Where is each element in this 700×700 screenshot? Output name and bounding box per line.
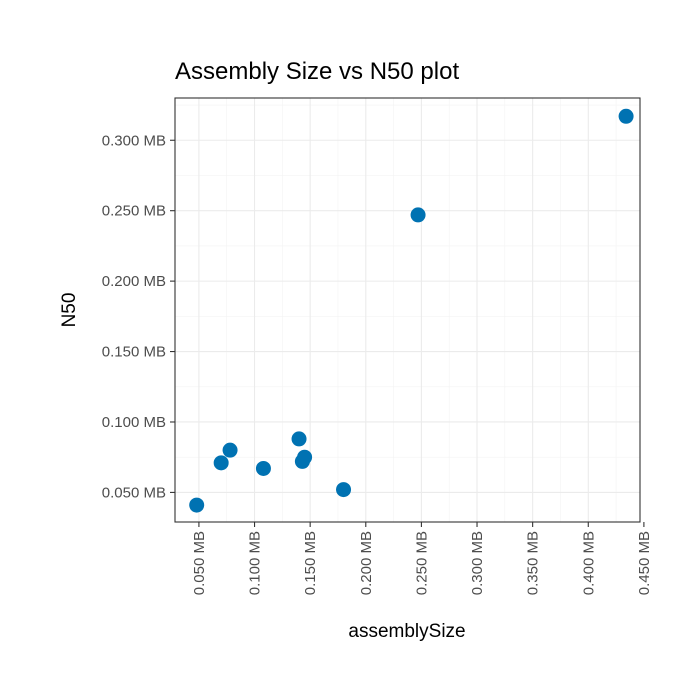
x-tick-label: 0.450 MB xyxy=(636,531,653,595)
data-point xyxy=(618,108,634,124)
y-tick-label: 0.200 MB xyxy=(102,273,166,290)
y-axis: 0.050 MB 0.100 MB 0.150 MB 0.200 MB 0.250 MB… xyxy=(102,132,175,501)
y-tick-label: 0.150 MB xyxy=(102,344,166,361)
data-point xyxy=(222,442,238,458)
x-tick-label: 0.400 MB xyxy=(580,531,597,595)
x-tick-label: 0.200 MB xyxy=(358,531,375,595)
panel-border xyxy=(174,97,641,523)
chart-title: Assembly Size vs N50 plot xyxy=(175,58,459,85)
x-axis: 0.050 MB 0.100 MB 0.150 MB 0.200 MB 0.250 MB… xyxy=(191,522,653,595)
x-tick-label: 0.250 MB xyxy=(413,531,430,595)
x-tick-label: 0.300 MB xyxy=(469,531,486,595)
x-tick-label: 0.050 MB xyxy=(191,531,208,595)
y-tick-label: 0.250 MB xyxy=(102,203,166,220)
x-axis-title: assemblySize xyxy=(348,621,465,642)
data-point xyxy=(291,431,307,447)
plot-panel xyxy=(175,98,640,522)
grid-lines xyxy=(175,98,640,522)
x-tick-label: 0.150 MB xyxy=(302,531,319,595)
y-tick-label: 0.300 MB xyxy=(102,132,166,149)
y-axis-title: N50 xyxy=(59,293,80,328)
data-point xyxy=(255,460,271,476)
y-tick-label: 0.100 MB xyxy=(102,414,166,431)
y-tick-label: 0.050 MB xyxy=(102,484,166,501)
data-point xyxy=(189,497,205,513)
data-point xyxy=(410,207,426,223)
data-point xyxy=(336,482,352,498)
data-points xyxy=(189,108,634,513)
x-tick-label: 0.350 MB xyxy=(525,531,542,595)
data-point xyxy=(297,449,313,465)
x-tick-label: 0.100 MB xyxy=(247,531,264,595)
data-point xyxy=(213,455,229,471)
